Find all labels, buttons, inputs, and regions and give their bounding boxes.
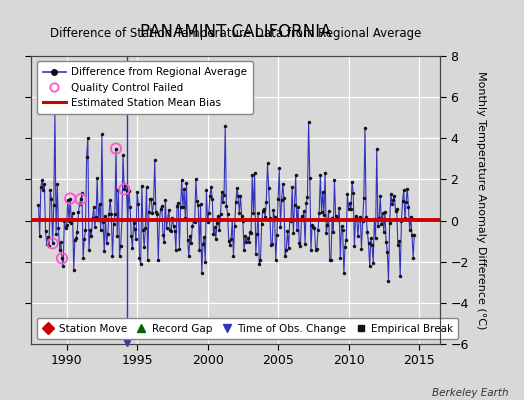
- Y-axis label: Monthly Temperature Anomaly Difference (°C): Monthly Temperature Anomaly Difference (…: [476, 71, 486, 329]
- Point: [77, 196, 85, 202]
- Legend: Station Move, Record Gap, Time of Obs. Change, Empirical Break: Station Move, Record Gap, Time of Obs. C…: [37, 318, 458, 339]
- Point: [112, 145, 120, 152]
- Title: PANAMINT CALIFORNIA: PANAMINT CALIFORNIA: [140, 22, 332, 40]
- Point: [66, 195, 74, 202]
- Point: [58, 255, 66, 262]
- Text: Difference of Station Temperature Data from Regional Average: Difference of Station Temperature Data f…: [50, 27, 421, 40]
- Point: [120, 186, 128, 192]
- Point: [48, 240, 57, 246]
- Text: Berkeley Earth: Berkeley Earth: [432, 388, 508, 398]
